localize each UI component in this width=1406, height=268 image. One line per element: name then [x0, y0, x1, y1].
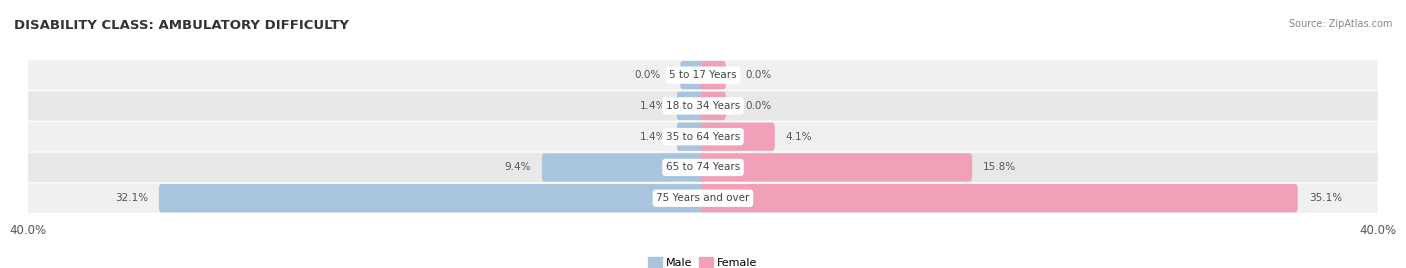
Text: 5 to 17 Years: 5 to 17 Years: [669, 70, 737, 80]
FancyBboxPatch shape: [28, 184, 1378, 213]
FancyBboxPatch shape: [28, 122, 1378, 151]
FancyBboxPatch shape: [700, 61, 725, 89]
FancyBboxPatch shape: [676, 122, 706, 151]
FancyBboxPatch shape: [541, 153, 706, 182]
Text: 75 Years and over: 75 Years and over: [657, 193, 749, 203]
Text: 0.0%: 0.0%: [745, 70, 772, 80]
FancyBboxPatch shape: [700, 184, 1298, 212]
Text: 32.1%: 32.1%: [115, 193, 148, 203]
FancyBboxPatch shape: [28, 153, 1378, 182]
Text: 4.1%: 4.1%: [786, 132, 813, 142]
Text: 0.0%: 0.0%: [745, 101, 772, 111]
Text: DISABILITY CLASS: AMBULATORY DIFFICULTY: DISABILITY CLASS: AMBULATORY DIFFICULTY: [14, 19, 349, 32]
FancyBboxPatch shape: [159, 184, 706, 212]
Text: 35 to 64 Years: 35 to 64 Years: [666, 132, 740, 142]
FancyBboxPatch shape: [676, 92, 706, 120]
Text: 65 to 74 Years: 65 to 74 Years: [666, 162, 740, 172]
Text: 18 to 34 Years: 18 to 34 Years: [666, 101, 740, 111]
FancyBboxPatch shape: [28, 91, 1378, 121]
FancyBboxPatch shape: [700, 122, 775, 151]
Text: 1.4%: 1.4%: [640, 132, 666, 142]
Text: 35.1%: 35.1%: [1309, 193, 1341, 203]
Legend: Male, Female: Male, Female: [644, 253, 762, 268]
FancyBboxPatch shape: [700, 153, 972, 182]
Text: 15.8%: 15.8%: [983, 162, 1017, 172]
Text: 1.4%: 1.4%: [640, 101, 666, 111]
FancyBboxPatch shape: [681, 61, 706, 89]
FancyBboxPatch shape: [28, 60, 1378, 90]
Text: 0.0%: 0.0%: [634, 70, 661, 80]
Text: Source: ZipAtlas.com: Source: ZipAtlas.com: [1288, 19, 1392, 29]
FancyBboxPatch shape: [700, 92, 725, 120]
Text: 9.4%: 9.4%: [505, 162, 531, 172]
